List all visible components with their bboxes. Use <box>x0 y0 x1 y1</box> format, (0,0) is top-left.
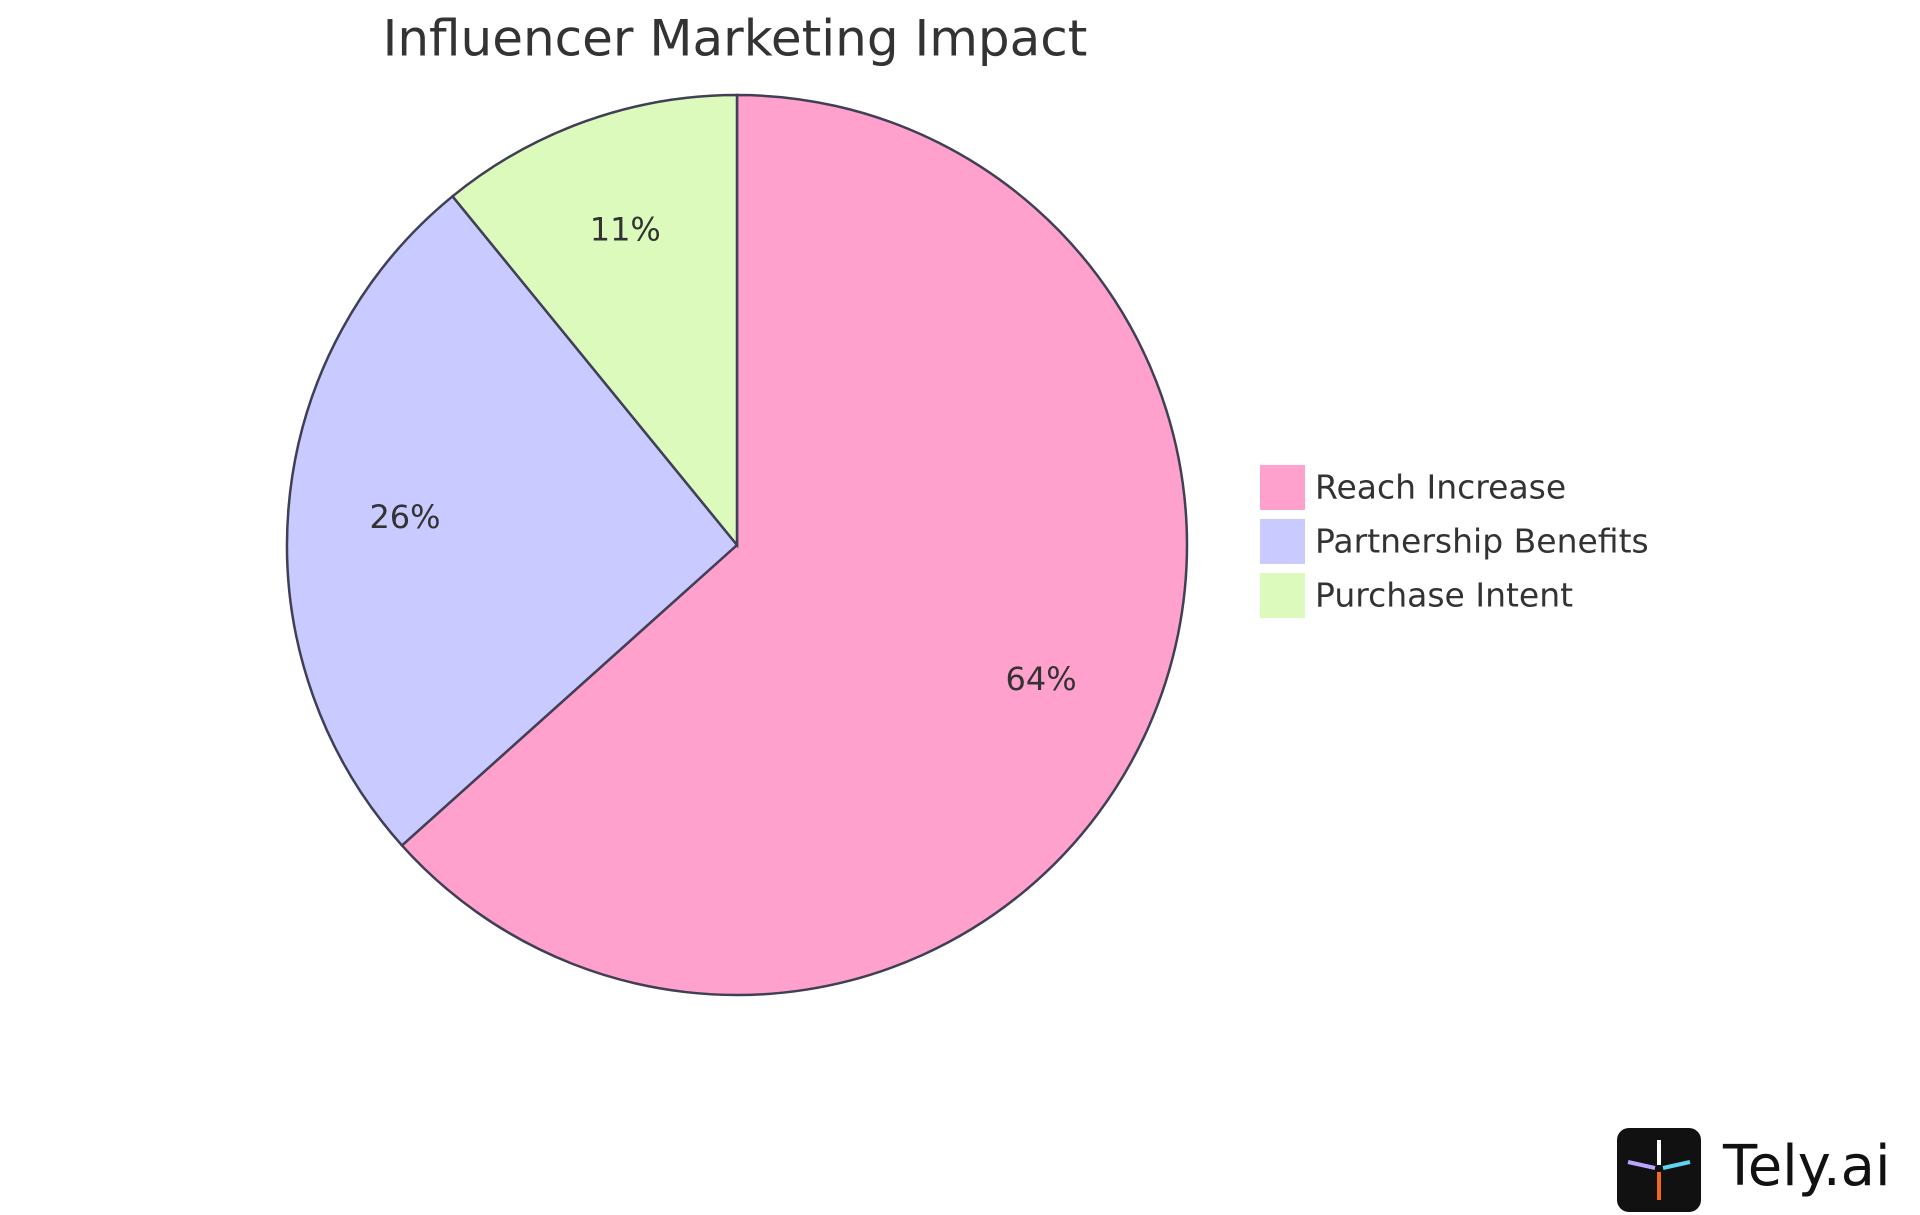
slice-label: 64% <box>1006 660 1077 698</box>
slice-label: 26% <box>369 498 440 536</box>
legend-swatch <box>1260 573 1305 618</box>
legend-swatch <box>1260 519 1305 564</box>
legend-label: Purchase Intent <box>1315 576 1573 615</box>
logo-stroke <box>1627 1160 1656 1170</box>
logo: Tely.ai <box>1617 1128 1891 1212</box>
legend-label: Reach Increase <box>1315 468 1566 507</box>
chart-title: Influencer Marketing Impact <box>383 10 1088 68</box>
logo-icon <box>1617 1128 1701 1212</box>
pie-slice <box>450 93 739 549</box>
logo-text: Tely.ai <box>1722 1134 1891 1199</box>
legend-label: Partnership Benefits <box>1315 522 1649 561</box>
logo-stroke <box>1662 1160 1691 1170</box>
legend-swatch <box>1260 465 1305 510</box>
slice-label: 11% <box>590 210 661 248</box>
pie-slice <box>400 93 1189 997</box>
pie-slice <box>285 194 739 848</box>
